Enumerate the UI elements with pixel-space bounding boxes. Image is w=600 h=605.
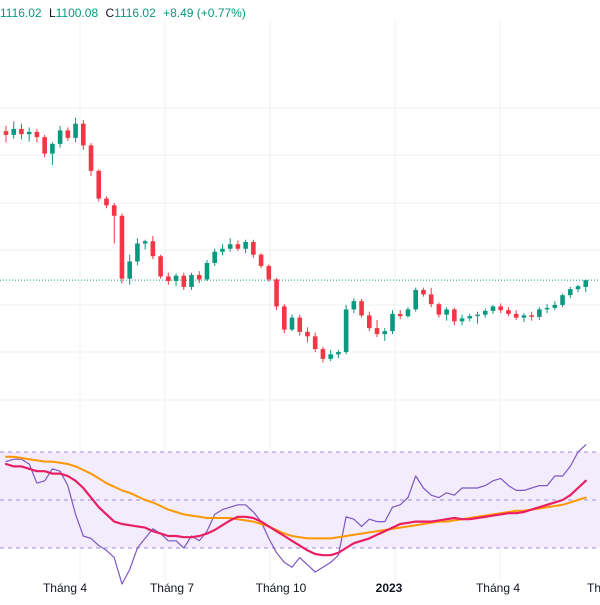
candle-body-6 [50,143,55,154]
candle-body-30 [235,244,241,249]
candle-body-23 [181,275,187,287]
candle-body-34 [266,265,272,280]
candle-body-65 [506,310,511,314]
candle-body-2 [19,128,24,135]
candle-body-71 [552,304,558,308]
candle-body-43 [336,352,341,355]
candle-body-33 [258,254,264,266]
x-tick-label-5: Th [587,581,600,595]
candle-body-58 [452,309,457,322]
low-value: 1100.08 [55,6,99,20]
candle-body-55 [428,294,434,305]
candle-body-3 [26,131,32,135]
candle-body-47 [367,315,372,329]
x-tick-label-4: Tháng 4 [476,581,520,595]
low-label: L [48,6,56,20]
candle-body-66 [513,313,519,318]
candle-body-24 [189,274,194,287]
candle-body-53 [413,289,418,310]
candle-body-26 [204,262,210,280]
candle-body-61 [475,314,480,317]
candle-body-75 [583,280,589,287]
candle-body-60 [467,316,473,319]
fast-ma-line [4,462,587,557]
candle-body-54 [421,289,426,295]
change-value: +8.49 (+0.77%) [163,6,246,20]
candle-body-8 [65,130,71,138]
candle-body-16 [127,261,132,279]
candle-body-0 [3,131,9,135]
candle-body-32 [251,241,256,255]
candle-body-74 [575,286,581,290]
candle-body-27 [212,251,218,263]
candle-body-19 [150,241,156,257]
candle-body-57 [444,309,449,315]
candle-body-18 [142,241,148,244]
candle-body-51 [397,313,403,317]
candle-body-41 [320,349,326,359]
candle-body-72 [560,295,565,305]
candle-body-69 [537,309,542,317]
candle-body-17 [135,243,140,262]
candle-body-5 [42,137,47,154]
candle-body-29 [227,244,233,249]
candle-body-64 [498,306,504,311]
candle-body-22 [173,275,179,281]
candle-body-4 [34,131,40,138]
rsi-line [5,444,587,585]
close-label: C [105,6,115,20]
candle-body-46 [359,301,364,316]
candle-body-25 [196,274,202,280]
candle-body-59 [459,318,465,322]
candle-body-21 [166,276,171,281]
candle-body-62 [482,310,488,315]
open-value: 1116.02 [0,6,42,20]
candle-body-50 [390,313,395,332]
close-value: 1116.02 [114,6,156,20]
candle-body-14 [111,205,117,216]
slow-ma-line [5,455,587,540]
candle-body-13 [104,198,109,206]
candle-body-70 [544,307,550,310]
candle-body-73 [567,289,573,296]
candle-body-42 [328,354,333,359]
candle-body-31 [243,241,248,249]
ohlc-legend: 1116.02 L1100.08 C1116.02 +8.49 (+0.77%) [0,6,250,20]
candle-body-63 [490,306,496,311]
candle-body-52 [405,309,411,317]
candle-body-1 [11,128,17,135]
candle-body-36 [281,306,287,330]
candle-body-45 [351,301,357,310]
candle-body-10 [81,123,86,146]
candle-body-68 [529,315,534,317]
candle-body-56 [436,304,442,315]
candle-body-38 [297,317,303,332]
candle-body-35 [274,279,279,307]
candle-body-67 [521,315,527,318]
candle-body-20 [158,256,163,277]
candle-body-15 [119,215,125,279]
x-tick-label-0: Tháng 4 [43,581,87,595]
x-tick-label-2: Tháng 10 [256,581,307,595]
candle-body-28 [220,248,225,252]
candle-body-44 [343,309,349,353]
candle-body-11 [88,145,94,171]
candle-body-40 [312,336,318,350]
candle-body-48 [374,328,380,335]
candle-body-49 [382,331,388,335]
x-tick-label-1: Tháng 7 [150,581,194,595]
candle-body-37 [289,317,295,330]
candle-body-39 [305,331,310,337]
candle-body-9 [73,123,78,138]
candle-body-7 [57,130,63,144]
x-tick-label-3: 2023 [376,581,403,595]
candle-body-12 [96,170,102,199]
